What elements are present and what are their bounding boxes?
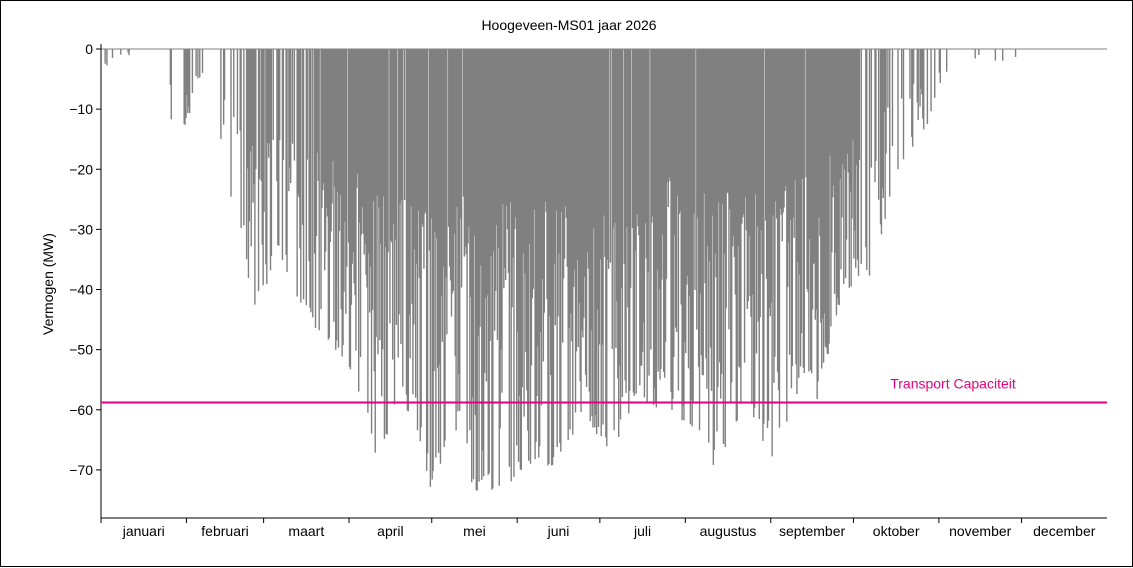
y-tick-label: −40	[69, 282, 93, 298]
y-tick-label: −60	[69, 402, 93, 418]
y-tick-label: −30	[69, 221, 93, 237]
x-tick-label: april	[377, 523, 403, 539]
x-tick-label: november	[949, 523, 1012, 539]
bars-layer	[104, 49, 1017, 491]
capacity-layer: Transport Capaciteit	[101, 376, 1107, 404]
x-tick-label: maart	[288, 523, 324, 539]
x-tick-label: oktober	[873, 523, 920, 539]
y-tick-label: −50	[69, 342, 93, 358]
x-tick-label: augustus	[700, 523, 757, 539]
axes-layer: 0 −10 −20 −30 −40 −50 −60 −70 januari februari maa…	[69, 41, 1107, 539]
x-tick-label: februari	[201, 523, 248, 539]
transport-capacity-label: Transport Capaciteit	[890, 376, 1016, 392]
y-tick-label: −70	[69, 462, 93, 478]
x-tick-label: juli	[633, 523, 651, 539]
x-tick-label: januari	[122, 523, 165, 539]
x-tick-label: december	[1033, 523, 1096, 539]
x-tick-label: september	[779, 523, 845, 539]
y-tick-label: −10	[69, 101, 93, 117]
y-axis-label: Vermogen (MW)	[40, 233, 56, 335]
y-tick-label: −20	[69, 161, 93, 177]
y-tick-label: 0	[85, 41, 93, 57]
chart-title: Hoogeveen-MS01 jaar 2026	[481, 17, 656, 33]
x-tick-label: juni	[547, 523, 570, 539]
x-tick-label: mei	[463, 523, 486, 539]
